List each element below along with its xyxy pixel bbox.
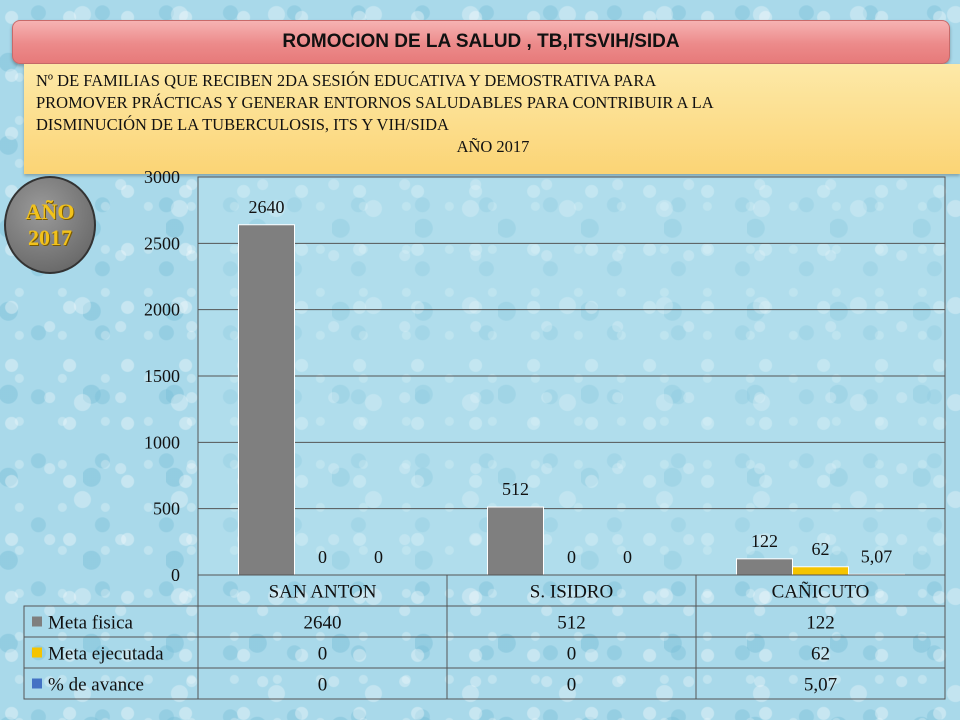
- table-cell-value: 0: [567, 644, 577, 665]
- bar: [487, 506, 544, 576]
- data-label: 512: [502, 479, 529, 499]
- table-cell-value: 0: [318, 675, 328, 696]
- legend-series-name: Meta ejecutada: [48, 644, 164, 665]
- legend-swatch: [32, 678, 42, 689]
- table-cell-value: 0: [318, 644, 328, 665]
- bar: [238, 224, 295, 576]
- y-tick-label: 1000: [144, 432, 180, 452]
- y-tick-label: 3000: [144, 167, 180, 187]
- y-tick-label: 2500: [144, 233, 180, 253]
- year-badge-line-1: AÑO: [25, 199, 75, 224]
- table-cell-value: 512: [557, 613, 586, 634]
- data-label: 62: [812, 539, 830, 559]
- data-label: 122: [751, 531, 778, 551]
- data-label: 0: [374, 547, 383, 567]
- y-tick-label: 0: [171, 565, 180, 585]
- page-title-banner: ROMOCION DE LA SALUD , TB,ITSVIH/SIDA: [12, 20, 950, 64]
- subtitle-year: AÑO 2017: [456, 137, 530, 156]
- data-label: 0: [318, 547, 327, 567]
- table-cell-value: 62: [811, 644, 830, 665]
- data-label: 0: [623, 547, 632, 567]
- category-label: S. ISIDRO: [530, 582, 613, 603]
- category-label: SAN ANTON: [269, 582, 377, 603]
- category-label: CAÑICUTO: [772, 581, 870, 603]
- chart-subtitle-box: Nº DE FAMILIAS QUE RECIBEN 2DA SESIÓN ED…: [24, 64, 960, 174]
- subtitle-line-3: DISMINUCIÓN DE LA TUBERCULOSIS, ITS Y VI…: [36, 115, 449, 134]
- table-cell-value: 122: [806, 613, 835, 634]
- data-label: 0: [567, 547, 576, 567]
- table-cell-value: 2640: [304, 613, 342, 634]
- table-cell-value: 0: [567, 675, 577, 696]
- table-cell-value: 5,07: [804, 675, 837, 696]
- y-tick-label: 500: [153, 499, 180, 519]
- legend-swatch: [32, 647, 42, 658]
- bar: [736, 558, 793, 576]
- y-tick-label: 2000: [144, 300, 180, 320]
- data-label: 2640: [249, 197, 285, 217]
- legend-series-name: Meta fisica: [48, 613, 134, 634]
- legend-series-name: % de avance: [48, 675, 144, 696]
- subtitle-line-2: PROMOVER PRÁCTICAS Y GENERAR ENTORNOS SA…: [36, 93, 714, 112]
- year-badge: AÑO 2017: [4, 176, 96, 274]
- year-badge-line-2: 2017: [28, 225, 72, 250]
- subtitle-line-1: Nº DE FAMILIAS QUE RECIBEN 2DA SESIÓN ED…: [36, 71, 657, 90]
- y-tick-label: 1500: [144, 366, 180, 386]
- legend-swatch: [32, 616, 42, 627]
- bar: [792, 566, 849, 576]
- data-label: 5,07: [861, 546, 893, 566]
- page-title: ROMOCION DE LA SALUD , TB,ITSVIH/SIDA: [282, 31, 680, 52]
